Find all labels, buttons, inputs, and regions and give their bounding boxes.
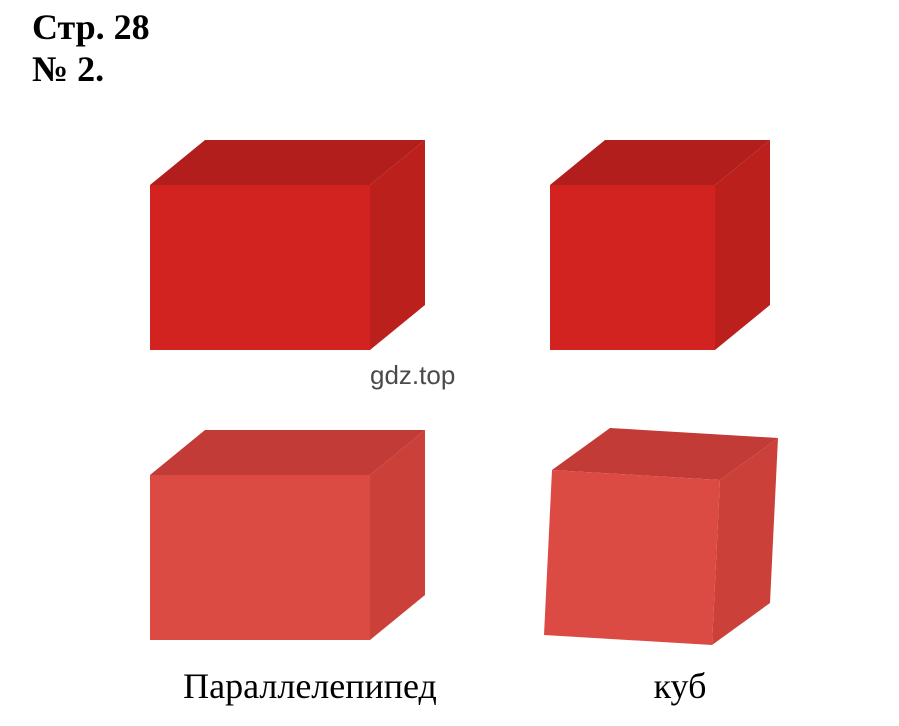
top-left-parallelepiped [120, 120, 440, 360]
heading-line-1: Стр. 28 [32, 6, 150, 48]
bottom-left-parallelepiped-front-face [150, 475, 370, 640]
bottom-left-parallelepiped [120, 410, 440, 650]
bottom-right-cube [520, 410, 800, 650]
top-left-parallelepiped-front-face [150, 185, 370, 350]
page-root: Стр. 28 № 2. Параллелепипед куб gdz.top [0, 0, 899, 726]
heading-line-2: № 2. [32, 48, 104, 90]
watermark-text: gdz.top [370, 360, 455, 391]
caption-cube: куб [610, 665, 750, 707]
caption-parallelepiped: Параллелепипед [150, 665, 470, 707]
top-right-cube-front-face [550, 185, 715, 350]
top-right-cube [520, 120, 800, 360]
bottom-right-cube-front-face [544, 470, 720, 645]
